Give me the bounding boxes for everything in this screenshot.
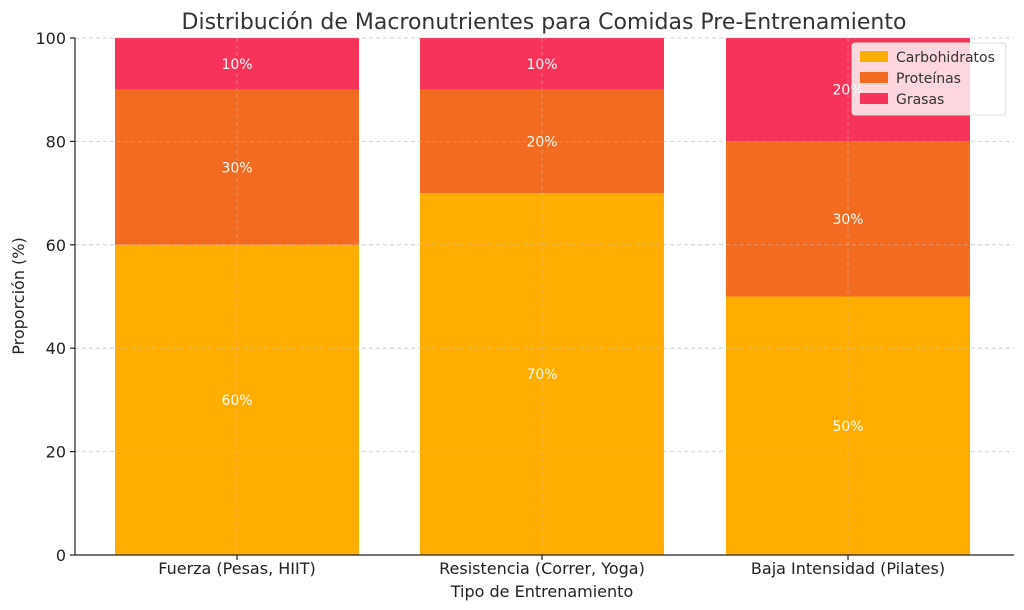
y-tick-label: 80 [46, 132, 66, 151]
legend-swatch [860, 72, 888, 83]
axes-layer: 0 20 40 60 80 100 Fuerza (Pesas, HIIT) Resisten… [35, 29, 1014, 578]
bar-value-label: 30% [221, 160, 252, 176]
legend-entry-label: Carbohidratos [896, 50, 995, 66]
bar-value-label: 60% [221, 393, 252, 409]
x-tick-label: Fuerza (Pesas, HIIT) [158, 559, 315, 578]
legend-swatch [860, 93, 888, 104]
legend: Carbohidratos Proteínas Grasas [851, 42, 1007, 116]
bar-value-label: 10% [221, 57, 252, 73]
x-axis-label: Tipo de Entrenamiento [450, 582, 633, 601]
y-axis-label: Proporción (%) [9, 237, 28, 355]
y-tick-label: 100 [35, 29, 66, 48]
x-tick-label: Baja Intensidad (Pilates) [751, 559, 945, 578]
legend-entry-label: Grasas [896, 92, 944, 108]
legend-entry-label: Proteínas [896, 71, 961, 87]
bar-value-label: 20% [526, 134, 557, 150]
chart-title: Distribución de Macronutrientes para Com… [182, 10, 907, 35]
y-tick-label: 40 [46, 339, 66, 358]
legend-swatch [860, 51, 888, 62]
bars-layer [115, 38, 970, 556]
x-tick-label: Resistencia (Correr, Yoga) [439, 559, 645, 578]
y-tick-label: 20 [46, 443, 66, 462]
y-tick-label: 0 [56, 546, 66, 565]
y-tick-label: 60 [46, 236, 66, 255]
bar-value-label: 10% [526, 57, 557, 73]
legend-box [851, 42, 1007, 116]
bar-value-label: 30% [832, 212, 863, 228]
